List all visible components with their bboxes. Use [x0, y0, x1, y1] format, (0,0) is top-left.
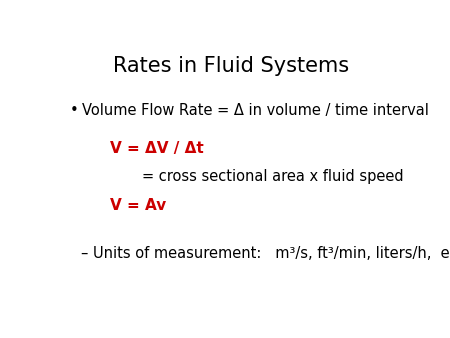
- Text: V = Av: V = Av: [110, 198, 166, 213]
- Text: Rates in Fluid Systems: Rates in Fluid Systems: [112, 56, 349, 76]
- Text: Volume Flow Rate = Δ in volume / time interval: Volume Flow Rate = Δ in volume / time in…: [82, 103, 429, 118]
- Text: = cross sectional area x fluid speed: = cross sectional area x fluid speed: [142, 169, 403, 185]
- Text: – Units of measurement:   m³/s, ft³/min, liters/h,  etc.: – Units of measurement: m³/s, ft³/min, l…: [81, 246, 450, 261]
- Text: •: •: [70, 103, 79, 118]
- Text: V = ΔV / Δt: V = ΔV / Δt: [110, 141, 204, 156]
